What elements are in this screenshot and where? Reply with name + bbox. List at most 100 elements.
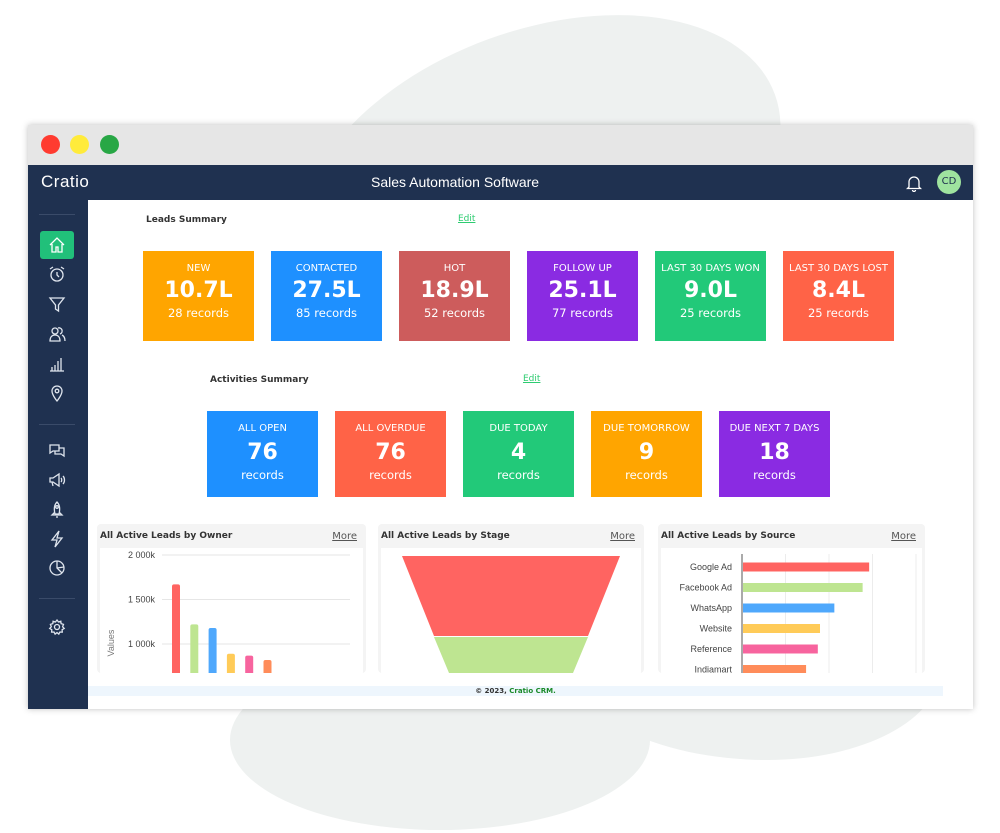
owner-chart-panel: All Active Leads by Owner More 2 000k 1 5…	[97, 524, 366, 673]
rocket-icon[interactable]	[40, 496, 74, 524]
lightning-icon[interactable]	[40, 525, 74, 553]
card-value: 25.1L	[548, 278, 617, 303]
card-value: 18.9L	[420, 278, 489, 303]
y-axis-label: Values	[106, 629, 116, 656]
leads-card[interactable]: HOT 18.9L 52 records	[399, 251, 510, 341]
card-value: 9.0L	[684, 278, 737, 303]
card-records: 85 records	[295, 306, 357, 320]
category-label: Indiamart	[694, 665, 732, 674]
card-records: records	[241, 468, 284, 482]
card-label: ALL OVERDUE	[355, 423, 426, 434]
leads-card[interactable]: CONTACTED 27.5L 85 records	[271, 251, 382, 341]
divider	[39, 598, 75, 599]
brand-link[interactable]: Cratio CRM.	[509, 687, 556, 695]
bar[interactable]	[190, 624, 199, 673]
stage-funnel-chart	[402, 556, 620, 673]
more-link[interactable]: More	[332, 531, 357, 542]
card-value: 27.5L	[292, 278, 361, 303]
location-pin-icon[interactable]	[40, 379, 74, 407]
card-label: CONTACTED	[295, 263, 358, 274]
y-tick-label: 2 000k	[128, 550, 156, 560]
bar[interactable]	[172, 584, 180, 673]
panel-title: All Active Leads by Stage	[381, 531, 510, 541]
pie-chart-icon[interactable]	[40, 554, 74, 582]
more-link[interactable]: More	[610, 531, 635, 542]
logo[interactable]: Cratio	[41, 172, 90, 191]
card-value: 8.4L	[812, 278, 865, 303]
card-label: DUE TODAY	[489, 423, 548, 434]
settings-icon[interactable]	[40, 613, 74, 641]
bar[interactable]	[245, 655, 254, 673]
card-label: FOLLOW UP	[553, 263, 612, 274]
card-records: records	[625, 468, 668, 482]
funnel-icon[interactable]	[40, 290, 74, 318]
copyright-text: © 2023,	[475, 687, 510, 695]
card-records: records	[753, 468, 796, 482]
activities-summary-title: Activities Summary	[210, 375, 309, 385]
panel-title: All Active Leads by Source	[661, 531, 796, 541]
leads-card[interactable]: LAST 30 DAYS LOST 8.4L 25 records	[783, 251, 894, 341]
bar[interactable]	[226, 653, 235, 673]
card-label: LAST 30 DAYS LOST	[789, 263, 888, 274]
bell-icon[interactable]	[906, 174, 922, 192]
megaphone-icon[interactable]	[40, 466, 74, 494]
card-records: 77 records	[551, 306, 613, 320]
activities-card[interactable]: DUE TOMORROW 9 records	[591, 411, 702, 497]
maximize-button[interactable]	[100, 135, 119, 154]
bar[interactable]	[743, 624, 820, 633]
leads-card[interactable]: FOLLOW UP 25.1L 77 records	[527, 251, 638, 341]
chat-icon[interactable]	[40, 437, 74, 465]
card-records: records	[497, 468, 540, 482]
app-title: Sales Automation Software	[371, 174, 540, 190]
browser-window: Cratio Sales Automation Software CD Lead…	[28, 125, 973, 709]
minimize-button[interactable]	[70, 135, 89, 154]
category-label: Facebook Ad	[679, 583, 732, 593]
category-label: Reference	[690, 644, 732, 654]
more-link[interactable]: More	[891, 531, 916, 542]
activities-card[interactable]: ALL OPEN 76 records	[207, 411, 318, 497]
funnel-segment[interactable]	[402, 556, 620, 636]
card-value: 18	[759, 440, 790, 465]
divider	[39, 424, 75, 425]
bar[interactable]	[743, 644, 818, 654]
card-records: 28 records	[167, 306, 229, 320]
bar-chart-icon[interactable]	[40, 350, 74, 378]
card-label: NEW	[186, 263, 211, 274]
panel-title: All Active Leads by Owner	[100, 531, 233, 541]
card-value: 4	[510, 440, 527, 465]
sidebar	[28, 200, 88, 709]
y-tick-label: 1 000k	[128, 639, 156, 649]
owner-bar-chart: 2 000k 1 500k 1 000k Values	[106, 550, 350, 673]
alarm-clock-icon[interactable]	[40, 260, 74, 288]
funnel-segment[interactable]	[434, 637, 588, 673]
avatar[interactable]: CD	[937, 170, 961, 194]
card-value: 10.7L	[164, 278, 233, 303]
bar[interactable]	[743, 562, 870, 572]
close-button[interactable]	[41, 135, 60, 154]
activities-card[interactable]: DUE NEXT 7 DAYS 18 records	[719, 411, 830, 497]
bar[interactable]	[208, 627, 217, 673]
leads-card[interactable]: NEW 10.7L 28 records	[143, 251, 254, 341]
activities-edit-link[interactable]: Edit	[523, 374, 541, 384]
footer: © 2023, Cratio CRM.	[88, 686, 943, 696]
category-label: WhatsApp	[690, 603, 732, 613]
bar[interactable]	[743, 665, 807, 673]
top-navbar: Cratio Sales Automation Software CD	[28, 165, 973, 200]
contacts-icon[interactable]	[40, 320, 74, 348]
bar[interactable]	[743, 603, 835, 613]
bar[interactable]	[743, 583, 863, 592]
card-records: 52 records	[423, 306, 485, 320]
card-value: 76	[375, 440, 406, 465]
card-value: 76	[247, 440, 278, 465]
card-label: ALL OPEN	[238, 423, 287, 434]
activities-card[interactable]: ALL OVERDUE 76 records	[335, 411, 446, 497]
leads-card[interactable]: LAST 30 DAYS WON 9.0L 25 records	[655, 251, 766, 341]
leads-edit-link[interactable]: Edit	[458, 214, 476, 224]
bar[interactable]	[263, 660, 272, 673]
activities-card[interactable]: DUE TODAY 4 records	[463, 411, 574, 497]
home-icon[interactable]	[40, 231, 74, 259]
y-tick-label: 1 500k	[128, 595, 156, 605]
source-chart-panel: All Active Leads by Source More Google A…	[658, 524, 925, 673]
title-bar	[28, 125, 973, 165]
stage-chart-panel: All Active Leads by Stage More	[378, 524, 644, 673]
